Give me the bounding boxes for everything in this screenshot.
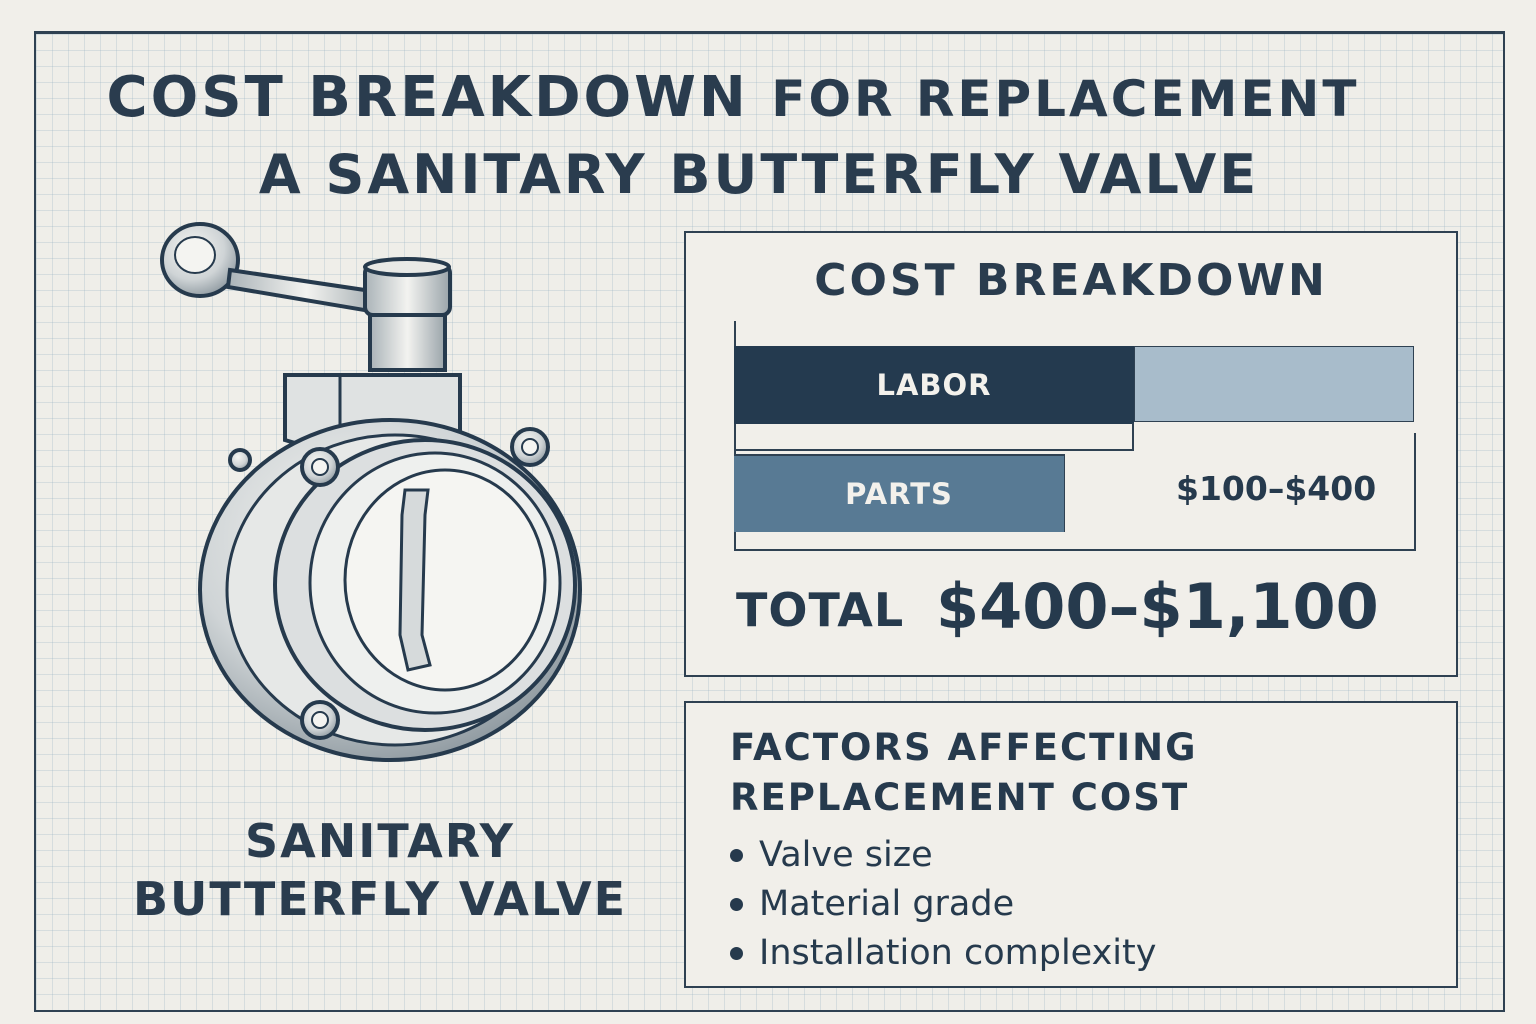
cost-panel-title: COST BREAKDOWN bbox=[814, 255, 1328, 306]
labor-bar-label: LABOR bbox=[876, 368, 992, 402]
cost-breakdown-panel: COST BREAKDOWN LABOR PARTS $100–$400 TOT… bbox=[684, 231, 1458, 677]
total-value: $400–$1,100 bbox=[936, 570, 1379, 643]
factor-valve-size: Valve size bbox=[759, 835, 933, 875]
butterfly-valve-icon bbox=[160, 215, 600, 775]
title-line1-main: COST BREAKDOWN bbox=[106, 65, 749, 130]
bullet-icon bbox=[730, 849, 743, 862]
parts-range-value: $100–$400 bbox=[1176, 469, 1377, 508]
total-label: TOTAL bbox=[736, 583, 905, 637]
labor-bar-range-extension bbox=[1134, 346, 1414, 422]
factors-title-line2: REPLACEMENT COST bbox=[730, 776, 1190, 819]
title-line1-sub: FOR REPLACEMENT bbox=[771, 70, 1360, 128]
factor-installation-complexity: Installation complexity bbox=[759, 933, 1157, 973]
parts-bar-label: PARTS bbox=[845, 477, 953, 511]
chart-right-border bbox=[1414, 433, 1416, 551]
factors-list: Valve size Material grade Installation c… bbox=[730, 831, 1156, 978]
page-title: COST BREAKDOWN FOR REPLACEMENT A SANITAR… bbox=[0, 60, 1536, 213]
caption-line2: BUTTERFLY VALVE bbox=[132, 872, 628, 926]
chart-y-axis bbox=[734, 321, 736, 551]
chart-x-axis bbox=[734, 549, 1416, 551]
factor-material-grade: Material grade bbox=[759, 884, 1015, 924]
labor-bracket bbox=[734, 423, 1134, 451]
labor-bar: LABOR bbox=[734, 346, 1134, 424]
bullet-icon bbox=[730, 947, 743, 960]
factors-title-line1: FACTORS AFFECTING bbox=[730, 726, 1198, 769]
list-item: Valve size bbox=[730, 831, 1156, 880]
caption-line1: SANITARY bbox=[245, 814, 515, 868]
list-item: Installation complexity bbox=[730, 929, 1156, 978]
factors-panel: FACTORS AFFECTING REPLACEMENT COST Valve… bbox=[684, 701, 1458, 988]
valve-caption: SANITARY BUTTERFLY VALVE bbox=[110, 812, 650, 928]
title-line2: A SANITARY BUTTERFLY VALVE bbox=[258, 143, 1260, 206]
bullet-icon bbox=[730, 898, 743, 911]
factors-title: FACTORS AFFECTING REPLACEMENT COST bbox=[730, 723, 1198, 823]
parts-bar: PARTS bbox=[734, 454, 1065, 532]
list-item: Material grade bbox=[730, 880, 1156, 929]
